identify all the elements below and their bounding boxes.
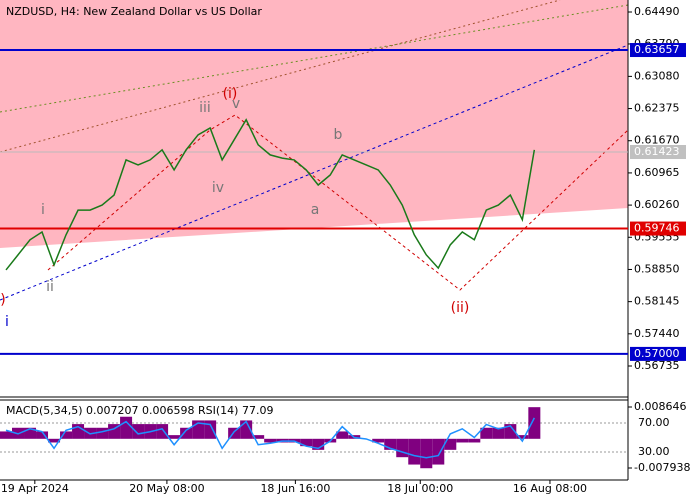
macd-bar bbox=[96, 427, 109, 439]
y-tick-label: 0.58850 bbox=[634, 262, 680, 275]
level-label: 0.57000 bbox=[634, 347, 680, 360]
wave-label: i bbox=[5, 314, 9, 330]
y-tick-label: 0.61670 bbox=[634, 134, 680, 147]
macd-bar bbox=[504, 424, 517, 439]
level-label: 0.59746 bbox=[634, 222, 680, 235]
last-price-label: 0.61423 bbox=[634, 145, 680, 158]
macd-bar bbox=[456, 438, 469, 443]
wave-label: v bbox=[232, 96, 240, 112]
x-tick-label: 16 Aug 08:00 bbox=[513, 482, 587, 495]
x-tick-label: 19 Apr 2024 bbox=[1, 482, 69, 495]
zone bbox=[0, 0, 628, 248]
y-tick-label: 0.60260 bbox=[634, 198, 680, 211]
y-tick-label: 0.60965 bbox=[634, 166, 680, 179]
macd-bar bbox=[312, 438, 325, 450]
y-tick-label: 0.63080 bbox=[634, 69, 680, 82]
macd-bar bbox=[180, 427, 193, 439]
macd-bar bbox=[408, 438, 421, 465]
level-box bbox=[630, 221, 686, 236]
macd-bar bbox=[168, 435, 181, 439]
macd-bar bbox=[336, 431, 349, 439]
level-box bbox=[630, 43, 686, 58]
chart-title: NZDUSD, H4: New Zealand Dollar vs US Dol… bbox=[6, 5, 262, 18]
macd-bar bbox=[528, 407, 541, 439]
wave-label: iv bbox=[212, 180, 224, 196]
x-tick-label: 18 Jul 00:00 bbox=[387, 482, 453, 495]
y2-tick-label: 30.00 bbox=[638, 445, 670, 458]
macd-bar bbox=[24, 427, 37, 439]
macd-bar bbox=[156, 424, 169, 439]
wave-label: a bbox=[311, 202, 320, 218]
wave-label: iii bbox=[199, 100, 211, 116]
y-tick-label: 0.64490 bbox=[634, 5, 680, 18]
macd-bar bbox=[516, 435, 529, 439]
macd-bar bbox=[384, 438, 397, 450]
macd-bar bbox=[132, 424, 145, 439]
y-tick-label: 0.58145 bbox=[634, 295, 680, 308]
trend-line bbox=[0, 44, 629, 301]
macd-bar bbox=[432, 438, 445, 465]
macd-bar bbox=[48, 438, 61, 443]
wave-label: b bbox=[334, 127, 343, 143]
wave-label: ii bbox=[46, 279, 54, 295]
macd-bar bbox=[120, 416, 133, 439]
wave-label: ) bbox=[0, 292, 5, 308]
wave-label: i bbox=[41, 202, 45, 218]
macd-bar bbox=[480, 427, 493, 439]
indicator-title: MACD(5,34,5) 0.007207 0.006598 RSI(14) 7… bbox=[6, 404, 273, 417]
y-tick-label: -0.007938 bbox=[634, 461, 690, 474]
macd-bar bbox=[300, 438, 313, 447]
macd-bar bbox=[444, 438, 457, 450]
x-tick-label: 18 Jun 16:00 bbox=[260, 482, 330, 495]
macd-bar bbox=[492, 427, 505, 439]
y2-tick-label: 70.00 bbox=[638, 416, 670, 429]
trend-lines bbox=[0, 0, 629, 301]
y-tick-label: 0.62375 bbox=[634, 102, 680, 115]
y-tick-label: 0.56735 bbox=[634, 359, 680, 372]
macd-bar bbox=[0, 431, 13, 439]
y-tick-label: 0.008646 bbox=[634, 400, 687, 413]
trend-line bbox=[0, 4, 629, 113]
level-label: 0.63657 bbox=[634, 43, 680, 56]
wave-label: (i) bbox=[223, 86, 238, 102]
macd-bar bbox=[420, 438, 433, 469]
macd-bar bbox=[372, 438, 385, 443]
last-box bbox=[630, 145, 686, 160]
macd-bar bbox=[264, 438, 277, 443]
trend-line bbox=[0, 0, 561, 153]
rsi-line bbox=[5, 417, 536, 459]
macd-bar bbox=[204, 420, 217, 439]
price-line bbox=[5, 118, 536, 271]
wave-label: (ii) bbox=[451, 300, 470, 316]
macd-bar bbox=[228, 427, 241, 439]
macd-bar bbox=[252, 435, 265, 439]
macd-bar bbox=[36, 431, 49, 439]
x-tick-label: 20 May 08:00 bbox=[129, 482, 204, 495]
macd-bar bbox=[60, 431, 73, 439]
macd-bar bbox=[396, 438, 409, 458]
level-box bbox=[630, 346, 686, 361]
y-tick-label: 0.57440 bbox=[634, 327, 680, 340]
macd-bar bbox=[468, 438, 481, 443]
